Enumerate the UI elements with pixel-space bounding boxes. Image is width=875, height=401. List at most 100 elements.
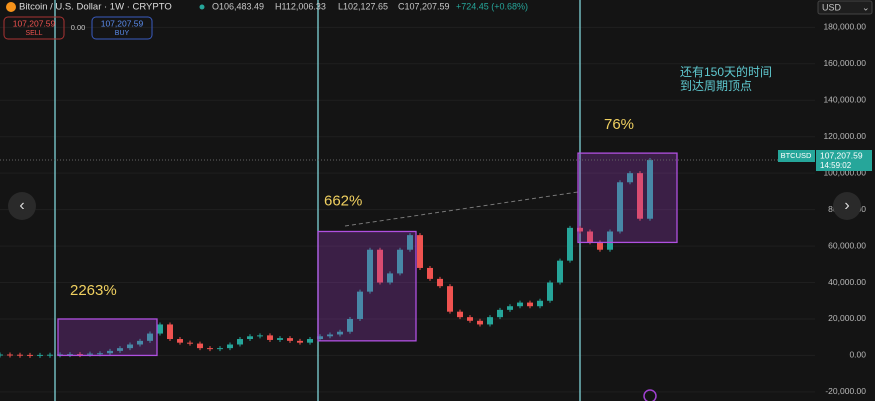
cycle-box <box>577 152 678 244</box>
currency-box[interactable] <box>817 0 873 15</box>
candle <box>267 335 273 340</box>
next-button[interactable] <box>833 192 861 220</box>
candle <box>97 353 103 355</box>
ohlc-high: H112,006.33 <box>275 1 326 11</box>
candle <box>517 302 523 307</box>
candle <box>197 343 203 349</box>
candle <box>217 348 223 350</box>
y-tick-label: 160,000.00 <box>823 58 866 68</box>
candle <box>147 333 153 341</box>
candle <box>277 338 283 340</box>
dropdown-icon: ⌄ <box>862 2 870 12</box>
candle <box>247 336 253 340</box>
cycle-gain: 76% <box>604 116 634 133</box>
candle <box>397 249 403 274</box>
candle <box>187 342 193 344</box>
candle <box>587 231 593 243</box>
candle <box>477 320 483 325</box>
next-icon: › <box>844 197 849 214</box>
candle <box>537 300 543 307</box>
btc-icon <box>6 2 16 12</box>
y-tick-label: 120,000.00 <box>823 131 866 141</box>
candle <box>297 340 303 343</box>
watermark-icon <box>643 389 657 401</box>
candle <box>467 317 473 321</box>
candle <box>207 348 213 350</box>
candle <box>607 231 613 250</box>
plot <box>0 158 653 358</box>
cycle-box <box>317 230 417 342</box>
ohlc-change: +724.45 (+0.68%) <box>456 1 528 11</box>
candle <box>257 335 263 337</box>
candle <box>27 354 33 356</box>
candle <box>287 338 293 341</box>
cycle-box <box>57 318 158 357</box>
candle <box>157 324 163 334</box>
spread: 0.00 <box>71 23 86 32</box>
buy-button[interactable] <box>91 16 153 40</box>
candle <box>307 339 313 343</box>
y-tick-label: 140,000.00 <box>823 95 866 105</box>
candle <box>317 336 323 340</box>
y-tick-label: 20,000.00 <box>828 313 866 323</box>
candle <box>77 354 83 356</box>
candle <box>627 173 633 183</box>
buy-price: 107,207.59 <box>101 18 144 28</box>
candle <box>107 350 113 354</box>
candle <box>487 317 493 325</box>
candle <box>497 309 503 318</box>
candle <box>87 353 93 355</box>
sell-button[interactable] <box>3 16 65 40</box>
prev-icon: ‹ <box>19 197 24 214</box>
candle <box>567 227 573 261</box>
candle <box>617 182 623 232</box>
ohlc-close: C107,207.59 <box>398 1 450 11</box>
y-tick-label: 0.00 <box>849 350 866 360</box>
candle <box>577 227 583 232</box>
candle <box>367 249 373 292</box>
annotation: 到达周期顶点 <box>680 79 752 93</box>
candle <box>357 291 363 319</box>
sell-price: 107,207.59 <box>13 18 56 28</box>
candle <box>637 173 643 219</box>
candle <box>227 344 233 349</box>
candle <box>67 354 73 356</box>
symbol-title: Bitcoin / U.S. Dollar · 1W · CRYPTO <box>19 2 172 13</box>
trend-line <box>344 191 579 227</box>
y-tick-label: -20,000.00 <box>825 386 866 396</box>
ohlc-open: O106,483.49 <box>212 1 264 11</box>
candle <box>7 354 13 356</box>
candle <box>527 302 533 307</box>
candle <box>167 324 173 340</box>
prev-button[interactable] <box>8 192 36 220</box>
candle <box>177 339 183 343</box>
candle <box>457 311 463 318</box>
price-tag-price: 107,207.59 <box>820 150 863 160</box>
ohlc-low: L102,127.65 <box>338 1 388 11</box>
y-tick-label: 60,000.00 <box>828 240 866 250</box>
candle <box>427 267 433 279</box>
candle <box>597 242 603 250</box>
candle <box>0 354 3 356</box>
candle <box>327 334 333 337</box>
price-tag-time: 14:59:02 <box>820 161 852 170</box>
currency: USD <box>822 2 842 12</box>
candle <box>447 286 453 312</box>
annotation: 还有150天的时间 <box>680 64 772 79</box>
cycle-gain: 662% <box>324 192 362 209</box>
candle <box>347 318 353 332</box>
price-tag-bg <box>816 150 872 171</box>
cycle-gain: 2263% <box>70 282 117 299</box>
candle <box>37 354 43 356</box>
candle <box>17 354 23 356</box>
candle <box>507 306 513 310</box>
candle <box>417 235 423 268</box>
candle <box>377 249 383 283</box>
price-tag-symbol: BTCUSD <box>781 151 812 160</box>
candle <box>557 260 563 283</box>
candle <box>337 331 343 335</box>
candle <box>47 354 53 356</box>
y-tick-label: 100,000.00 <box>823 167 866 177</box>
